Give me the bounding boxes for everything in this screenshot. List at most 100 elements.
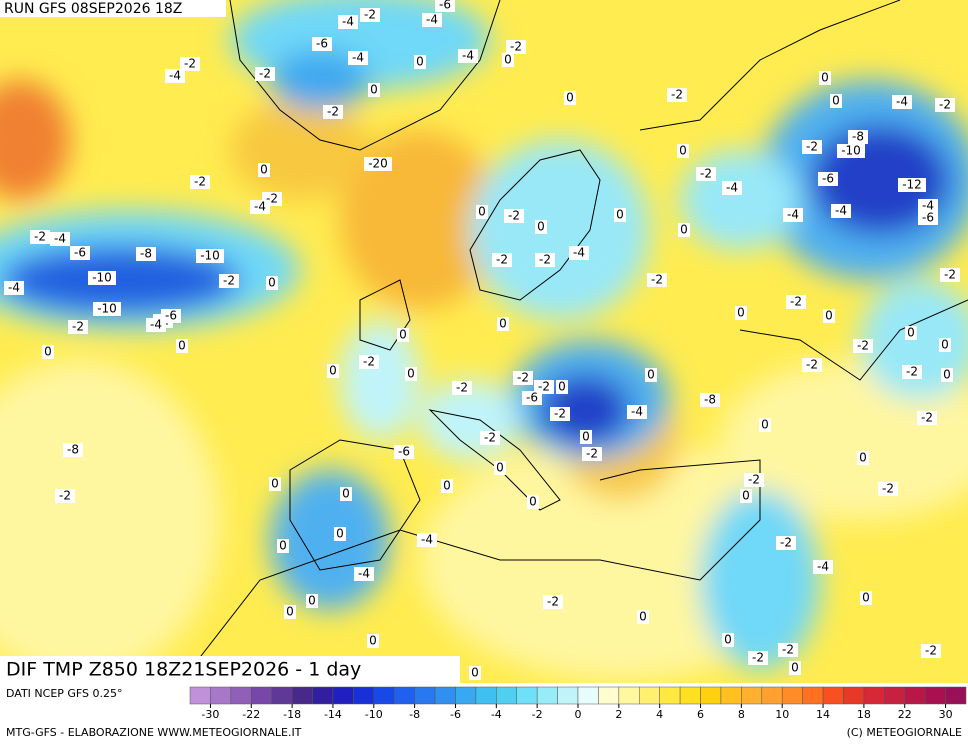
legend-tick-label: 0 (575, 708, 582, 721)
contour-label: -2 (266, 192, 278, 206)
label-box (939, 338, 951, 352)
contour-label: 0 (859, 451, 867, 465)
label-box (458, 49, 478, 63)
contour-label: -2 (554, 407, 566, 421)
label-box (678, 223, 690, 237)
contour-label: 0 (279, 539, 287, 553)
label-box (359, 355, 379, 369)
legend-tick-label: 6 (697, 708, 704, 721)
contour-label: -2 (671, 88, 683, 102)
label-box (857, 451, 869, 465)
label-box (543, 595, 563, 609)
label-box (338, 15, 358, 29)
contour-label: 0 (761, 418, 769, 432)
label-box (878, 482, 898, 496)
legend-swatch (455, 686, 477, 705)
contour-label: -6 (822, 172, 834, 186)
legend-swatch (863, 686, 885, 705)
legend-swatch (802, 686, 824, 705)
contour-label: -4 (726, 181, 738, 195)
legend-swatch (924, 686, 946, 705)
contour-label: 0 (616, 208, 624, 222)
label-box (494, 461, 506, 475)
label-box (136, 247, 156, 261)
contour-label: -2 (508, 209, 520, 223)
contour-label: -2 (944, 268, 956, 282)
contour-label: 0 (862, 591, 870, 605)
contour-label: 0 (558, 380, 566, 394)
contour-label: 0 (260, 163, 268, 177)
label-box (740, 489, 752, 503)
contour-label: -10 (200, 249, 220, 263)
contour-label: 0 (471, 666, 479, 680)
contour-label: -4 (342, 15, 354, 29)
contour-label: -2 (538, 380, 550, 394)
legend-tick-label: 22 (898, 708, 912, 721)
label-box (700, 393, 720, 407)
legend-swatch (679, 686, 701, 705)
label-box (502, 53, 514, 67)
label-box (219, 274, 239, 288)
contour-label: -2 (34, 230, 46, 244)
legend-swatch (536, 686, 558, 705)
contour-label: 0 (399, 328, 407, 342)
contour-label: -4 (150, 318, 162, 332)
contour-label: -2 (59, 489, 71, 503)
legend-swatch (904, 686, 926, 705)
legend-swatch (577, 686, 599, 705)
legend-tick-label: -18 (283, 708, 301, 721)
contour-label: -6 (398, 445, 410, 459)
contour-label: 0 (941, 338, 949, 352)
contour-label: 0 (907, 326, 915, 340)
label-box (417, 533, 437, 547)
label-box (176, 339, 188, 353)
contour-label: -8 (67, 443, 79, 457)
legend-swatch (189, 686, 211, 705)
legend-source: DATI NCEP GFS 0.25° (6, 687, 123, 700)
legend-swatch (230, 686, 252, 705)
contour-label: -4 (254, 200, 266, 214)
label-box (441, 479, 453, 493)
legend-tick-label: -2 (532, 708, 543, 721)
contour-label: -4 (426, 13, 438, 27)
contour-label: -2 (806, 358, 818, 372)
contour-label: -2 (857, 339, 869, 353)
label-box (255, 67, 275, 81)
label-box (677, 144, 689, 158)
contour-label: -2 (539, 253, 551, 267)
contour-label: 0 (407, 367, 415, 381)
legend-swatch (332, 686, 354, 705)
label-box (830, 94, 842, 108)
legend-swatch (251, 686, 272, 705)
contour-label: -2 (806, 140, 818, 154)
label-box (146, 318, 166, 332)
legend-tick-label: -22 (242, 708, 260, 721)
contour-label: -2 (517, 371, 529, 385)
contour-label: -4 (631, 405, 643, 419)
label-box (556, 380, 568, 394)
contour-label: -2 (259, 67, 271, 81)
legend-swatch (700, 686, 722, 705)
legend-swatch (618, 686, 640, 705)
label-box (55, 489, 75, 503)
legend-swatch (557, 686, 579, 705)
contour-label: -6 (74, 246, 86, 260)
product-title: DIF TMP Z850 18Z21SEP2026 - 1 day (6, 659, 361, 681)
label-box (902, 365, 922, 379)
label-box (70, 246, 90, 260)
contour-label: 0 (821, 71, 829, 85)
label-box (180, 57, 200, 71)
label-box (469, 666, 481, 680)
contour-label: 0 (443, 479, 451, 493)
legend-swatch (598, 686, 620, 705)
contour-label: -10 (97, 302, 117, 316)
run-box (0, 0, 226, 17)
label-box (476, 205, 488, 219)
label-box (480, 431, 500, 445)
contour-label: -4 (462, 49, 474, 63)
contour-label: -6 (165, 309, 177, 323)
contour-label: 0 (582, 430, 590, 444)
label-box (513, 371, 533, 385)
contour-label: -4 (573, 246, 585, 260)
legend-tick-label: -6 (450, 708, 461, 721)
